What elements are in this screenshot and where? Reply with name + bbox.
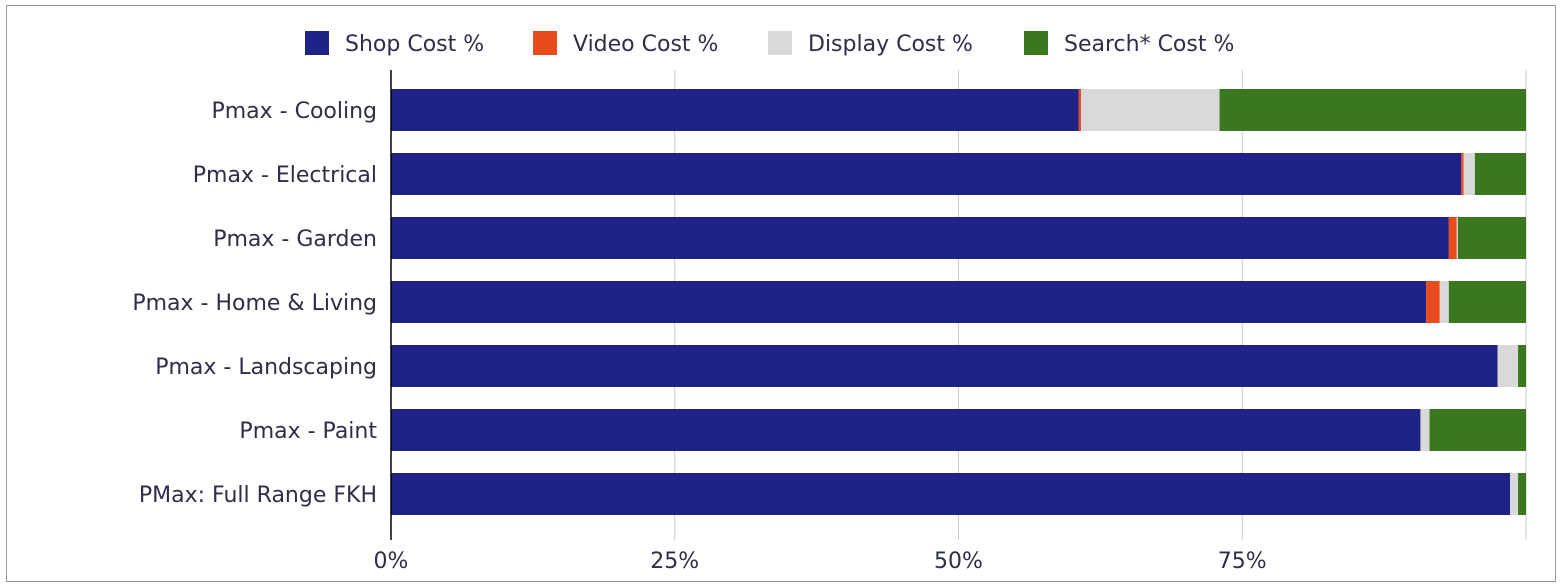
legend-item-0[interactable]: Shop Cost % — [305, 31, 484, 57]
x-tick-label-0: 0% — [374, 549, 409, 574]
category-label-1: Pmax - Electrical — [193, 163, 377, 188]
bar-segment-4-0[interactable] — [391, 345, 1498, 387]
bar-segment-0-1[interactable] — [1078, 89, 1082, 131]
category-label-5: Pmax - Paint — [239, 419, 377, 444]
legend-label-0: Shop Cost % — [345, 32, 484, 57]
bar-segment-6-0[interactable] — [391, 473, 1511, 515]
bar-segment-2-0[interactable] — [391, 217, 1449, 259]
category-label-3: Pmax - Home & Living — [132, 291, 377, 316]
legend-swatch-2 — [768, 31, 792, 55]
bar-segment-3-3[interactable] — [1448, 281, 1526, 323]
legend-label-2: Display Cost % — [808, 32, 973, 57]
legend-label-1: Video Cost % — [573, 32, 718, 57]
bar-segment-5-2[interactable] — [1420, 409, 1430, 451]
x-tick-label-1: 25% — [650, 549, 699, 574]
legend-label-3: Search* Cost % — [1064, 32, 1234, 57]
bar-segment-5-0[interactable] — [391, 409, 1421, 451]
bar-segment-5-3[interactable] — [1429, 409, 1526, 451]
bar-segment-6-3[interactable] — [1518, 473, 1526, 515]
x-tick-labels: 0% 25% 50% 75% — [374, 549, 1267, 574]
bar-segment-0-0[interactable] — [391, 89, 1079, 131]
x-tick-label-2: 50% — [934, 549, 983, 574]
bar-segment-1-3[interactable] — [1474, 153, 1526, 195]
category-label-6: PMax: Full Range FKH — [139, 483, 377, 508]
legend-item-2[interactable]: Display Cost % — [768, 31, 973, 57]
legend-item-1[interactable]: Video Cost % — [533, 31, 718, 57]
bars — [391, 89, 1526, 515]
bar-segment-0-2[interactable] — [1081, 89, 1220, 131]
x-tick-label-3: 75% — [1218, 549, 1267, 574]
legend-swatch-3 — [1024, 31, 1048, 55]
bar-segment-2-3[interactable] — [1457, 217, 1526, 259]
legend-item-3[interactable]: Search* Cost % — [1024, 31, 1234, 57]
category-label-2: Pmax - Garden — [213, 227, 377, 252]
bar-segment-0-3[interactable] — [1219, 89, 1526, 131]
category-label-0: Pmax - Cooling — [211, 99, 377, 124]
bar-segment-1-1[interactable] — [1461, 153, 1464, 195]
bar-segment-4-2[interactable] — [1497, 345, 1519, 387]
category-label-4: Pmax - Landscaping — [155, 355, 377, 380]
legend-swatch-1 — [533, 31, 557, 55]
bar-segment-3-0[interactable] — [391, 281, 1427, 323]
bar-segment-2-2[interactable] — [1456, 217, 1458, 259]
bar-segment-2-1[interactable] — [1448, 217, 1457, 259]
legend: Shop Cost % Video Cost % Display Cost % Sea… — [305, 31, 1234, 57]
bar-segment-1-0[interactable] — [391, 153, 1462, 195]
bar-segment-4-3[interactable] — [1518, 345, 1526, 387]
bar-segment-1-2[interactable] — [1463, 153, 1475, 195]
bar-segment-3-2[interactable] — [1439, 281, 1449, 323]
legend-swatch-0 — [305, 31, 329, 55]
category-labels: Pmax - Cooling Pmax - Electrical Pmax - Ga… — [132, 99, 377, 508]
bar-segment-6-2[interactable] — [1510, 473, 1519, 515]
bar-segment-3-1[interactable] — [1426, 281, 1440, 323]
